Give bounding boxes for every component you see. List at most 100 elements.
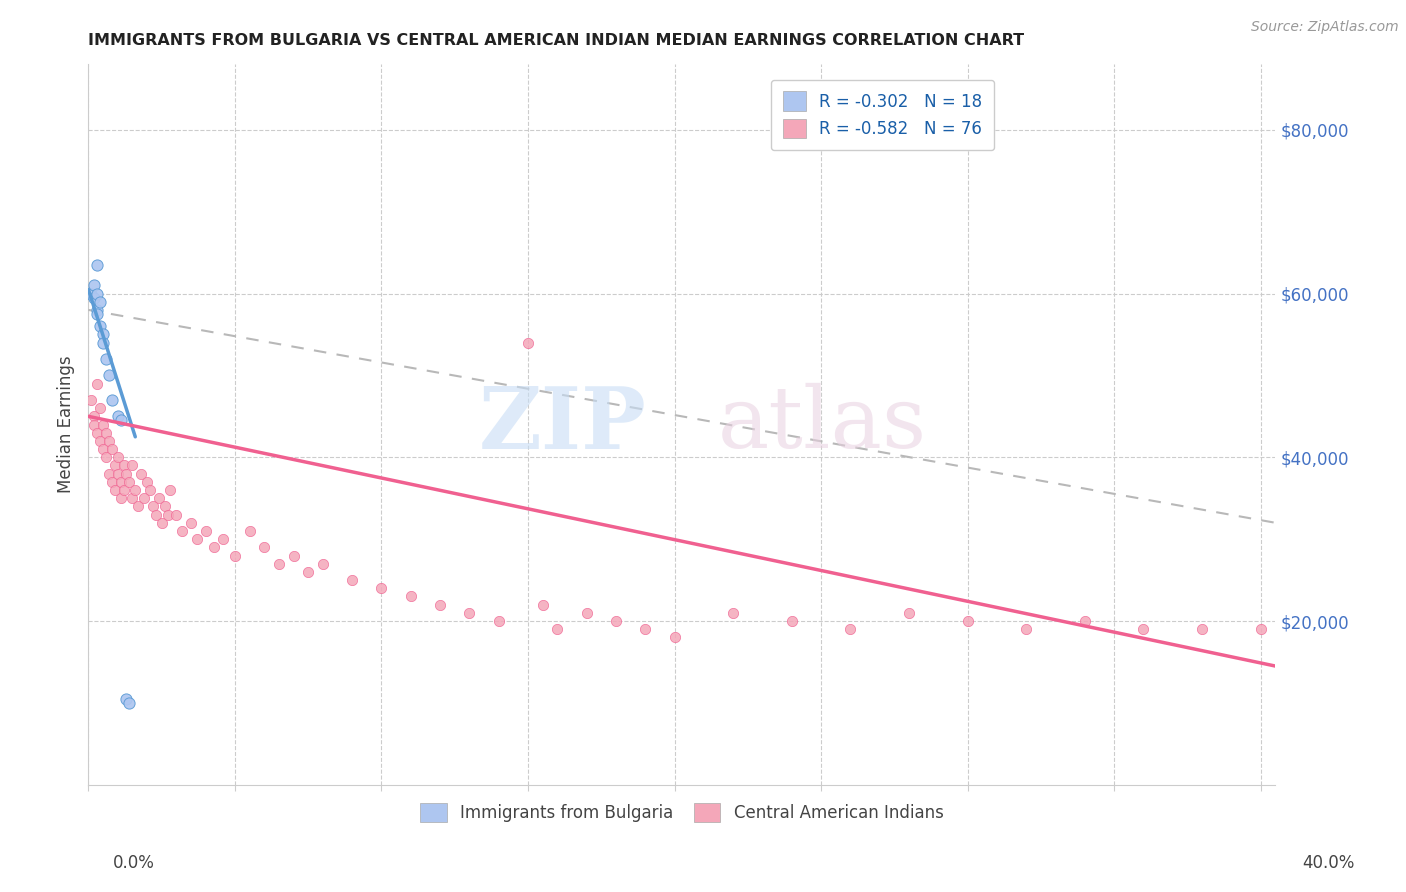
Text: 0.0%: 0.0% bbox=[112, 854, 155, 871]
Point bbox=[145, 508, 167, 522]
Point bbox=[159, 483, 181, 497]
Text: IMMIGRANTS FROM BULGARIA VS CENTRAL AMERICAN INDIAN MEDIAN EARNINGS CORRELATION : IMMIGRANTS FROM BULGARIA VS CENTRAL AMER… bbox=[89, 33, 1025, 48]
Point bbox=[104, 458, 127, 473]
Point bbox=[89, 401, 111, 416]
Point bbox=[121, 458, 143, 473]
Text: Source: ZipAtlas.com: Source: ZipAtlas.com bbox=[1251, 20, 1399, 34]
Point bbox=[1015, 622, 1038, 636]
Point bbox=[89, 319, 111, 334]
Point bbox=[664, 631, 686, 645]
Point bbox=[115, 691, 138, 706]
Point bbox=[110, 491, 132, 506]
Point bbox=[399, 590, 422, 604]
Text: 40.0%: 40.0% bbox=[1302, 854, 1355, 871]
Point bbox=[517, 335, 540, 350]
Point bbox=[1074, 614, 1097, 628]
Point bbox=[94, 351, 117, 366]
Point bbox=[118, 475, 141, 489]
Point bbox=[488, 614, 510, 628]
Point bbox=[112, 483, 135, 497]
Point bbox=[429, 598, 451, 612]
Point bbox=[283, 549, 305, 563]
Point bbox=[1132, 622, 1154, 636]
Point bbox=[132, 491, 155, 506]
Point bbox=[634, 622, 657, 636]
Point bbox=[83, 291, 105, 305]
Point bbox=[153, 500, 176, 514]
Point bbox=[110, 475, 132, 489]
Point bbox=[575, 606, 598, 620]
Point bbox=[172, 524, 194, 538]
Point bbox=[156, 508, 179, 522]
Point bbox=[101, 392, 124, 407]
Point bbox=[115, 467, 138, 481]
Point bbox=[129, 467, 152, 481]
Point bbox=[136, 475, 159, 489]
Point bbox=[91, 335, 114, 350]
Point bbox=[107, 467, 129, 481]
Point bbox=[112, 458, 135, 473]
Point bbox=[297, 565, 319, 579]
Y-axis label: Median Earnings: Median Earnings bbox=[58, 356, 75, 493]
Point bbox=[110, 413, 132, 427]
Point bbox=[107, 409, 129, 424]
Point bbox=[91, 327, 114, 342]
Point bbox=[107, 450, 129, 465]
Point bbox=[124, 483, 146, 497]
Point bbox=[83, 409, 105, 424]
Point bbox=[86, 425, 108, 440]
Point bbox=[101, 442, 124, 456]
Point bbox=[253, 541, 276, 555]
Point bbox=[91, 417, 114, 432]
Text: atlas: atlas bbox=[717, 383, 927, 467]
Point bbox=[91, 442, 114, 456]
Point bbox=[340, 573, 363, 587]
Point bbox=[94, 425, 117, 440]
Point bbox=[101, 475, 124, 489]
Point bbox=[97, 368, 120, 383]
Point bbox=[86, 258, 108, 272]
Point bbox=[89, 294, 111, 309]
Point bbox=[180, 516, 202, 530]
Point bbox=[121, 491, 143, 506]
Point bbox=[150, 516, 173, 530]
Point bbox=[118, 696, 141, 710]
Point bbox=[83, 417, 105, 432]
Point bbox=[186, 532, 208, 546]
Point bbox=[194, 524, 217, 538]
Point bbox=[202, 541, 225, 555]
Point bbox=[148, 491, 170, 506]
Point bbox=[605, 614, 627, 628]
Point bbox=[97, 434, 120, 448]
Point bbox=[1191, 622, 1213, 636]
Text: ZIP: ZIP bbox=[478, 383, 647, 467]
Point bbox=[86, 376, 108, 391]
Point bbox=[86, 286, 108, 301]
Point bbox=[212, 532, 235, 546]
Point bbox=[127, 500, 149, 514]
Point bbox=[139, 483, 162, 497]
Point bbox=[531, 598, 554, 612]
Point bbox=[1250, 622, 1272, 636]
Point bbox=[142, 500, 165, 514]
Point bbox=[165, 508, 187, 522]
Point bbox=[839, 622, 862, 636]
Point bbox=[721, 606, 744, 620]
Point bbox=[780, 614, 803, 628]
Point bbox=[89, 434, 111, 448]
Point bbox=[83, 278, 105, 293]
Legend: Immigrants from Bulgaria, Central American Indians: Immigrants from Bulgaria, Central Americ… bbox=[412, 795, 952, 830]
Point bbox=[239, 524, 262, 538]
Point bbox=[86, 307, 108, 321]
Point bbox=[898, 606, 921, 620]
Point bbox=[86, 302, 108, 317]
Point bbox=[956, 614, 979, 628]
Point bbox=[80, 392, 103, 407]
Point bbox=[458, 606, 481, 620]
Point bbox=[546, 622, 568, 636]
Point bbox=[224, 549, 246, 563]
Point bbox=[94, 450, 117, 465]
Point bbox=[104, 483, 127, 497]
Point bbox=[97, 467, 120, 481]
Point bbox=[312, 557, 335, 571]
